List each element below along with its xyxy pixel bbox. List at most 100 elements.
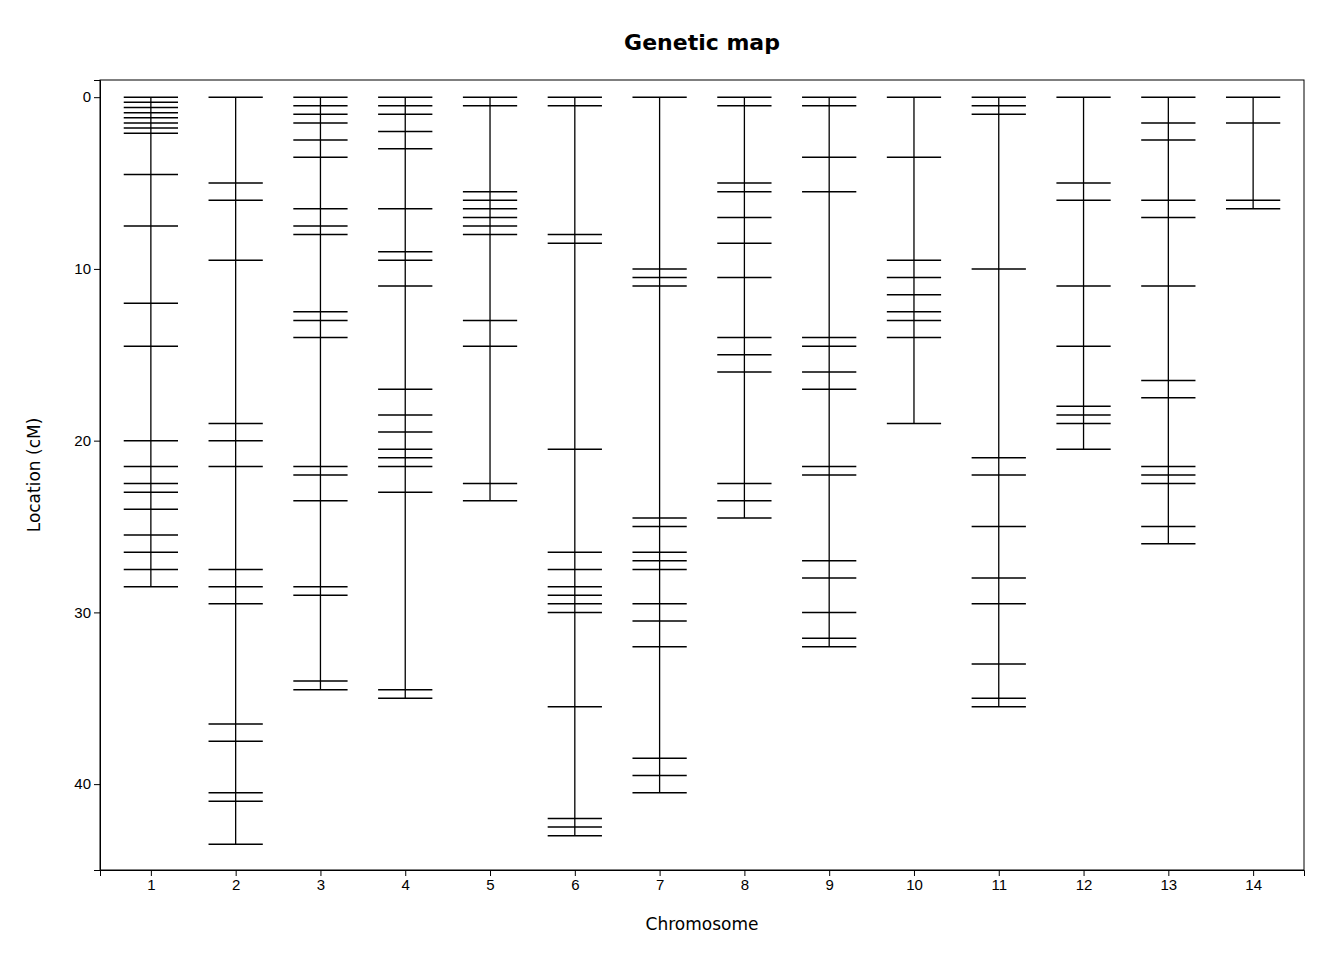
marker-tick	[548, 586, 602, 588]
marker-tick	[378, 698, 432, 700]
marker-tick	[972, 577, 1026, 579]
chromosome	[802, 97, 856, 647]
chromosome	[463, 97, 517, 501]
marker-tick	[717, 277, 771, 279]
axis-line	[101, 871, 1305, 877]
marker-tick	[378, 448, 432, 450]
marker-tick	[632, 268, 686, 270]
marker-tick	[463, 320, 517, 322]
marker-tick	[632, 758, 686, 760]
marker-tick	[1226, 96, 1280, 98]
chromosome-line	[405, 97, 406, 698]
marker-tick	[124, 225, 178, 227]
tick: 14	[1245, 870, 1262, 893]
tick-label: 10	[74, 260, 91, 277]
marker-tick	[1056, 414, 1110, 416]
marker-tick	[293, 466, 347, 468]
title: Genetic map	[624, 30, 780, 55]
marker-tick	[1141, 466, 1195, 468]
marker-tick	[1226, 199, 1280, 201]
marker-tick	[548, 105, 602, 107]
tick-label: 20	[74, 432, 91, 449]
tick: 11	[991, 870, 1007, 893]
marker-tick	[548, 706, 602, 708]
marker-tick	[293, 139, 347, 141]
chromosome	[887, 97, 941, 423]
marker-tick	[802, 96, 856, 98]
marker-tick	[124, 586, 178, 588]
axis-line	[94, 81, 101, 871]
marker-tick	[378, 689, 432, 691]
tick-mark	[94, 612, 100, 613]
marker-tick	[972, 474, 1026, 476]
marker-tick	[632, 517, 686, 519]
marker-tick	[124, 303, 178, 305]
chromosome-line	[1252, 97, 1253, 209]
marker-tick	[632, 285, 686, 287]
chromosome	[632, 97, 686, 793]
marker-tick	[632, 603, 686, 605]
marker-tick	[717, 483, 771, 485]
marker-tick	[293, 337, 347, 339]
marker-tick	[1056, 448, 1110, 450]
tick-label: 11	[991, 876, 1007, 893]
tick: 10	[906, 870, 923, 893]
marker-tick	[378, 148, 432, 150]
marker-tick	[378, 388, 432, 390]
marker-tick	[378, 96, 432, 98]
tick-mark	[94, 97, 100, 98]
plot: 1234567891011121314010203040	[74, 80, 1304, 893]
marker-tick	[293, 320, 347, 322]
marker-tick	[124, 466, 178, 468]
marker-tick	[209, 199, 263, 201]
marker-tick	[717, 217, 771, 219]
marker-tick	[124, 491, 178, 493]
marker-tick	[124, 483, 178, 485]
marker-tick	[463, 191, 517, 193]
marker-tick	[717, 96, 771, 98]
marker-tick	[802, 345, 856, 347]
marker-tick	[717, 354, 771, 356]
chromosome	[717, 97, 771, 518]
marker-tick	[548, 96, 602, 98]
marker-tick	[209, 96, 263, 98]
tick: 30	[74, 604, 100, 621]
chromosome-line	[1083, 97, 1084, 449]
marker-tick	[972, 105, 1026, 107]
tick-label: 6	[571, 876, 579, 893]
marker-tick	[548, 552, 602, 554]
marker-tick	[1141, 139, 1195, 141]
tick-label: 8	[741, 876, 749, 893]
marker-tick	[632, 96, 686, 98]
marker-tick	[717, 242, 771, 244]
marker-tick	[124, 509, 178, 511]
tick-label: 0	[83, 88, 91, 105]
marker-tick	[463, 345, 517, 347]
chromosome	[209, 97, 263, 844]
marker-tick	[717, 337, 771, 339]
marker-tick	[1141, 526, 1195, 528]
marker-tick	[887, 294, 941, 296]
marker-tick	[209, 603, 263, 605]
tick-label: 1	[147, 876, 155, 893]
marker-tick	[378, 131, 432, 133]
marker-tick	[1226, 208, 1280, 210]
marker-tick	[1056, 96, 1110, 98]
marker-tick	[209, 586, 263, 588]
marker-tick	[887, 157, 941, 159]
marker-tick	[548, 448, 602, 450]
marker-tick	[1141, 397, 1195, 399]
tick-label: 30	[74, 604, 91, 621]
tick: 12	[1076, 870, 1093, 893]
marker-tick	[632, 620, 686, 622]
marker-tick	[632, 552, 686, 554]
marker-tick	[124, 122, 178, 124]
tick-label: 12	[1076, 876, 1093, 893]
marker-tick	[887, 337, 941, 339]
chromosome-line	[489, 97, 490, 501]
tick-label: 14	[1245, 876, 1262, 893]
marker-tick	[802, 637, 856, 639]
marker-tick	[378, 457, 432, 459]
marker-tick	[717, 182, 771, 184]
marker-tick	[124, 132, 178, 134]
